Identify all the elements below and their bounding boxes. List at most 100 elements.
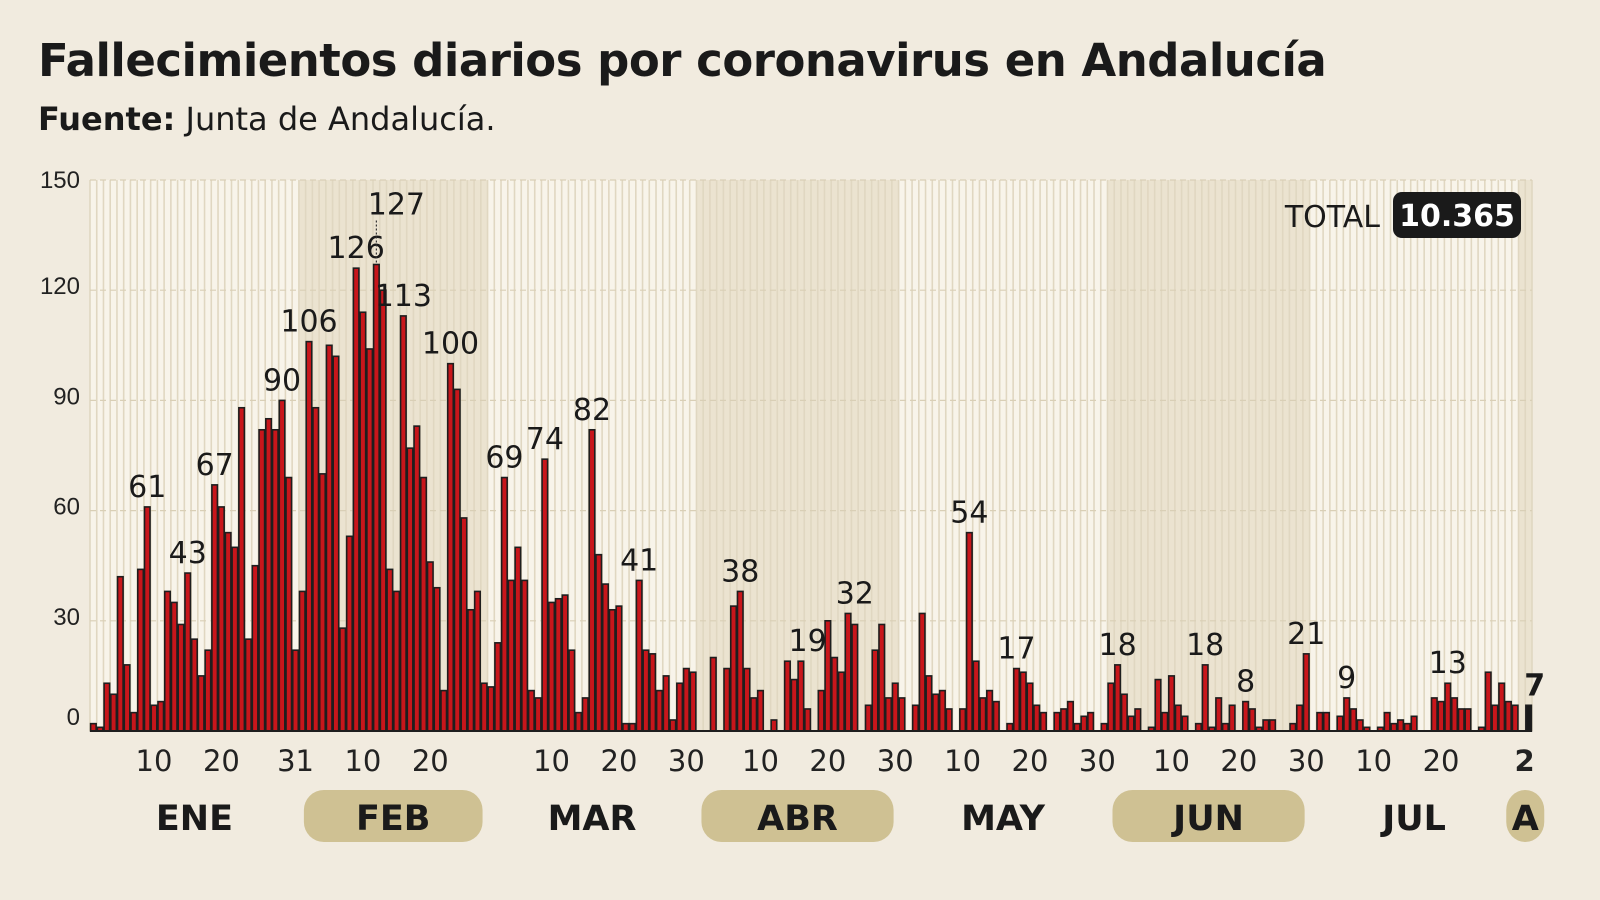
bar [1012,667,1021,732]
bar [1073,722,1081,732]
bar [419,476,428,732]
month-label-jul: JUL [1380,799,1446,839]
annotation-label: 67 [196,448,234,483]
bar [318,473,327,732]
bar [817,689,825,732]
bar [1174,704,1182,732]
bar [1161,711,1169,732]
bar [231,546,239,732]
chart-source: Fuente: Junta de Andalucía. [38,100,496,138]
bar [271,428,279,732]
bar [871,649,879,732]
bar [1215,697,1223,732]
bar [635,579,643,732]
bar [642,649,650,732]
bar [1194,722,1203,732]
annotation-label: 106 [280,305,337,340]
annotation-label: 8 [1236,665,1255,700]
month-label-ene: ENE [156,799,233,839]
y-tick-label: 30 [53,604,80,631]
bar [494,642,502,732]
bar [985,689,994,732]
bar [669,719,677,732]
annotation-label: 74 [526,422,564,457]
bar [204,649,212,732]
bar [1356,719,1364,732]
bar [1450,697,1459,732]
month-label-jun: JUN [1171,799,1244,839]
bar [110,693,118,732]
bar [521,579,529,732]
bar [1039,711,1048,732]
bar [682,667,690,732]
bar [453,388,461,732]
bar [1457,708,1465,732]
bar [932,693,940,732]
bar [1349,708,1358,732]
bar [305,340,313,732]
bar [864,704,872,732]
x-tick-label: 10 [1153,744,1190,778]
bar [1491,704,1499,732]
bar [1397,719,1405,732]
bar [1403,722,1411,732]
annotation-label: 126 [328,231,385,266]
bar [729,605,738,732]
bar [756,689,765,732]
bar [150,704,158,732]
total-value: 10.365 [1399,199,1515,234]
annotation-label: 100 [422,327,479,362]
bar [366,348,374,732]
bar [339,627,347,732]
x-tick-label: 20 [601,744,638,778]
bar [217,506,225,732]
bar [244,638,252,732]
bar [918,612,926,732]
bar [1221,722,1229,732]
source-label: Fuente: [38,100,176,138]
annotation-label: 13 [1429,646,1467,681]
month-pill-abr [701,790,894,842]
bar [224,531,232,732]
x-tick-label: 30 [877,744,914,778]
bar [1087,711,1095,732]
y-tick-label: 150 [40,167,80,194]
x-tick-label: 10 [533,744,570,778]
x-tick-label: 10 [742,744,779,778]
bar [1060,708,1068,732]
bar [588,428,596,732]
bar [1100,722,1108,732]
bar [325,344,333,732]
x-tick-label: 20 [412,744,449,778]
annotation-label: 90 [263,363,301,398]
bar [1525,704,1533,732]
bar [1167,675,1176,732]
bar [615,605,623,732]
bar [1383,711,1391,732]
bar [568,649,576,732]
bar [500,476,508,732]
bar [925,675,933,732]
bar [574,711,583,732]
bar [676,682,684,732]
annotation-label: 21 [1287,617,1325,652]
bar [359,311,367,732]
bar [554,597,562,732]
bar [184,572,192,732]
bar [372,263,380,732]
bar [790,678,798,732]
bar [1336,715,1344,732]
bar [1033,704,1041,732]
annotation-label: 61 [128,470,166,505]
bar [89,722,97,732]
y-tick-label: 0 [67,704,80,731]
bar [628,722,637,732]
bar [898,697,906,732]
bar [938,689,946,732]
bar [649,653,657,732]
bar [332,355,340,732]
bar [1437,700,1445,732]
month-band-jul [1309,180,1519,731]
bar [608,608,616,732]
bar [136,568,145,732]
